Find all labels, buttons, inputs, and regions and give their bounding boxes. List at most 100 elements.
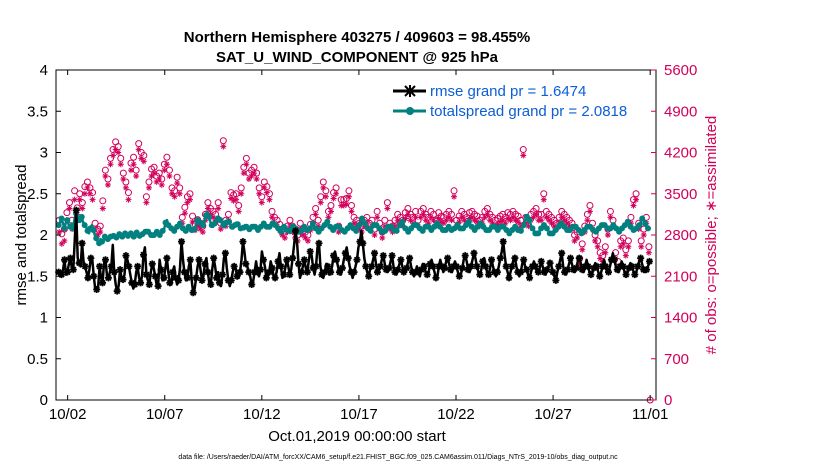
rmse-point bbox=[221, 249, 229, 257]
rmse-point bbox=[341, 249, 349, 257]
obs-assimilated-point bbox=[256, 190, 263, 197]
rmse-point bbox=[531, 262, 539, 270]
rmse-point bbox=[593, 262, 601, 270]
rmse-point bbox=[294, 260, 302, 268]
spread-point bbox=[543, 225, 550, 232]
obs-possible-point bbox=[163, 153, 171, 161]
rmse-point bbox=[602, 262, 610, 270]
rmse-point bbox=[104, 274, 112, 282]
obs-assimilated-point bbox=[640, 232, 647, 238]
rmse-point bbox=[359, 239, 367, 247]
obs-assimilated-point bbox=[384, 205, 391, 212]
rmse-point bbox=[87, 254, 95, 262]
rmse-point bbox=[508, 262, 516, 270]
rmse-point bbox=[350, 268, 358, 276]
rmse-point bbox=[482, 262, 490, 270]
rmse-point bbox=[622, 271, 630, 279]
obs-assimilated-point bbox=[330, 195, 337, 202]
rmse-point bbox=[526, 274, 534, 282]
rmse-point bbox=[470, 249, 478, 257]
rmse-point bbox=[178, 238, 186, 246]
rmse-point bbox=[192, 274, 200, 282]
x-tick-label: 10/17 bbox=[340, 406, 378, 423]
obs-assimilated-point bbox=[374, 214, 381, 221]
rmse-point bbox=[93, 285, 101, 293]
rmse-point bbox=[432, 274, 440, 282]
rmse-point bbox=[107, 262, 115, 270]
obs-assimilated-point bbox=[440, 220, 447, 227]
rmse-point bbox=[429, 262, 437, 270]
legend: rmse grand pr = 1.6474 totalspread grand… bbox=[393, 83, 627, 120]
obs-assimilated-point bbox=[97, 229, 104, 236]
rmse-point bbox=[245, 268, 253, 276]
rmse-point bbox=[239, 238, 247, 246]
obs-assimilated-point bbox=[158, 181, 165, 188]
rmse-point bbox=[479, 257, 487, 265]
rmse-point bbox=[292, 227, 300, 235]
spread-point bbox=[64, 217, 71, 224]
rmse-point bbox=[444, 254, 452, 262]
obs-assimilated-point bbox=[412, 214, 419, 221]
rmse-point bbox=[201, 260, 209, 268]
rmse-point bbox=[125, 262, 133, 270]
x-axis: 10/02 10/07 10/12 10/17 10/22 10/27 11/01 bbox=[49, 70, 668, 423]
y-tick-label: 1.5 bbox=[27, 268, 48, 285]
rmse-point bbox=[333, 256, 341, 264]
y-right-tick-label: 0 bbox=[664, 392, 672, 409]
chart-subtitle: SAT_U_WIND_COMPONENT @ 925 hPa bbox=[216, 49, 499, 66]
rmse-point bbox=[558, 249, 566, 257]
obs-assimilated-point bbox=[151, 170, 158, 177]
spread-point bbox=[176, 220, 183, 227]
y-right-tick-label: 700 bbox=[664, 351, 689, 368]
spread-point bbox=[529, 225, 536, 232]
rmse-point bbox=[160, 274, 168, 282]
rmse-point bbox=[502, 262, 510, 270]
obs-assimilated-point bbox=[594, 243, 601, 250]
obs-assimilated-point bbox=[171, 193, 178, 200]
x-tick-label: 10/07 bbox=[146, 406, 184, 423]
rmse-point bbox=[376, 262, 384, 270]
obs-assimilated-point bbox=[176, 190, 183, 197]
obs-assimilated-point bbox=[451, 193, 458, 200]
rmse-point bbox=[131, 281, 139, 288]
rmse-point bbox=[467, 262, 475, 270]
rmse-point bbox=[344, 254, 352, 262]
spread-point bbox=[393, 227, 400, 234]
rmse-point bbox=[259, 256, 267, 264]
rmse-point bbox=[596, 272, 604, 280]
obs-assimilated-point bbox=[161, 167, 168, 174]
rmse-point bbox=[286, 271, 294, 279]
y-axis-left: 0 0.5 1 1.5 2 2.5 3 3.5 4 bbox=[27, 62, 61, 409]
rmse-point bbox=[537, 257, 545, 265]
rmse-point bbox=[166, 279, 174, 287]
y-tick-label: 0 bbox=[40, 392, 48, 409]
rmse-point bbox=[587, 271, 595, 279]
legend-spread-marker bbox=[406, 107, 414, 115]
obs-assimilated-point bbox=[199, 229, 206, 236]
rmse-point bbox=[455, 272, 463, 280]
rmse-point bbox=[189, 289, 197, 297]
spread-point bbox=[645, 225, 652, 232]
rmse-point bbox=[476, 271, 484, 279]
rmse-point bbox=[315, 239, 323, 247]
obs-assimilated-point bbox=[379, 234, 386, 241]
obs-assimilated-point bbox=[269, 214, 276, 221]
rmse-point bbox=[619, 262, 627, 270]
rmse-point bbox=[385, 264, 393, 272]
spread-point bbox=[93, 235, 100, 242]
y-tick-label: 2.5 bbox=[27, 186, 48, 203]
obs-assimilated-point bbox=[322, 193, 329, 200]
obs-assimilated-point bbox=[625, 243, 632, 250]
spread-point bbox=[367, 227, 374, 234]
rmse-point bbox=[496, 254, 504, 262]
obs-assimilated-point bbox=[128, 167, 135, 174]
rmse-point bbox=[523, 266, 531, 274]
rmse-point bbox=[122, 252, 130, 260]
obs-assimilated-point bbox=[333, 190, 340, 197]
rmse-point bbox=[145, 281, 153, 288]
obs-assimilated-point bbox=[592, 237, 599, 244]
legend-rmse-label: rmse grand pr = 1.6474 bbox=[430, 83, 586, 100]
rmse-point bbox=[300, 256, 308, 264]
rmse-point bbox=[142, 271, 150, 279]
